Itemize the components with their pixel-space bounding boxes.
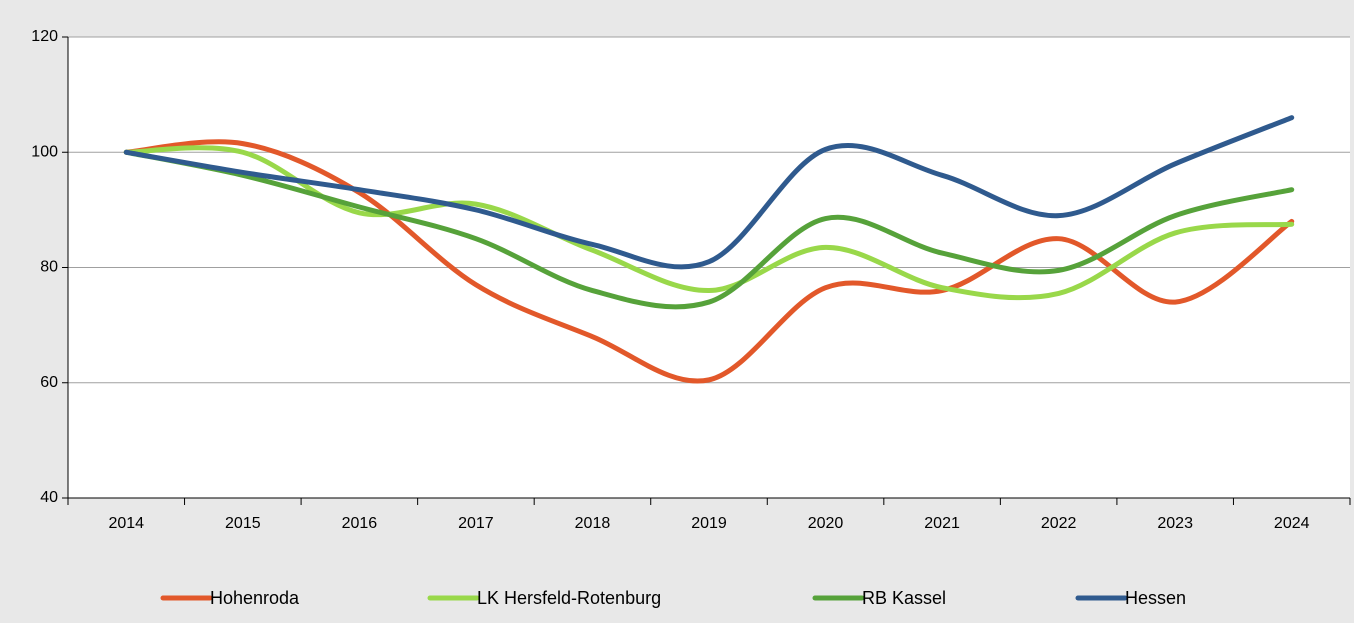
- legend-label: Hessen: [1125, 588, 1186, 608]
- x-tick-label: 2018: [575, 515, 611, 532]
- x-tick-label: 2024: [1274, 515, 1310, 532]
- series-line: [123, 115, 1295, 270]
- y-tick-label: 60: [40, 374, 58, 391]
- x-tick-label: 2015: [225, 515, 261, 532]
- x-tick-label: 2016: [342, 515, 378, 532]
- x-tick-label: 2019: [691, 515, 727, 532]
- x-tick-label: 2014: [108, 515, 144, 532]
- x-tick-label: 2021: [924, 515, 960, 532]
- x-tick-label: 2022: [1041, 515, 1077, 532]
- x-tick-label: 2023: [1157, 515, 1193, 532]
- x-tick-label: 2017: [458, 515, 494, 532]
- legend-label: RB Kassel: [862, 588, 946, 608]
- legend-label: LK Hersfeld-Rotenburg: [477, 588, 661, 608]
- y-tick-label: 80: [40, 259, 58, 276]
- y-tick-label: 40: [40, 489, 58, 506]
- y-tick-label: 100: [31, 143, 58, 160]
- legend-label: Hohenroda: [210, 588, 300, 608]
- y-tick-label: 120: [31, 28, 58, 45]
- series-line: [123, 149, 1295, 310]
- x-tick-label: 2020: [808, 515, 844, 532]
- series-line: [123, 139, 1295, 384]
